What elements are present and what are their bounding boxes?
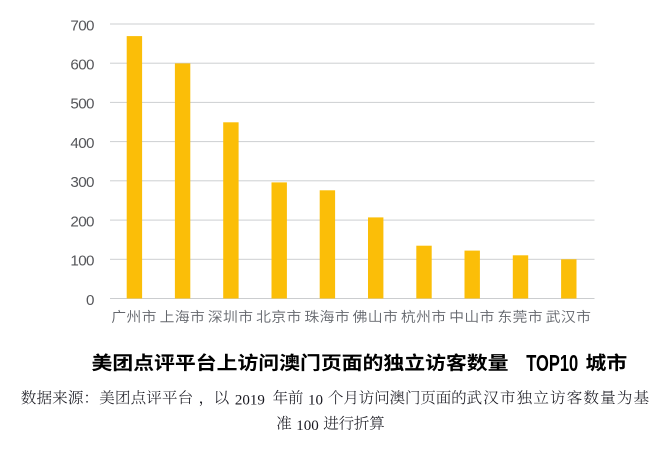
- svg-text:TOP10: TOP10: [526, 350, 578, 376]
- svg-text:600: 600: [70, 57, 94, 74]
- svg-text:400: 400: [70, 135, 94, 152]
- svg-text:2019: 2019: [235, 393, 265, 409]
- svg-text:700: 700: [70, 17, 94, 34]
- svg-text:0: 0: [86, 292, 94, 309]
- svg-text:10: 10: [308, 393, 323, 409]
- svg-text:100: 100: [70, 253, 94, 270]
- svg-text:500: 500: [70, 96, 94, 113]
- svg-text:300: 300: [70, 174, 94, 191]
- svg-text:200: 200: [70, 213, 94, 230]
- svg-text:100: 100: [296, 418, 319, 434]
